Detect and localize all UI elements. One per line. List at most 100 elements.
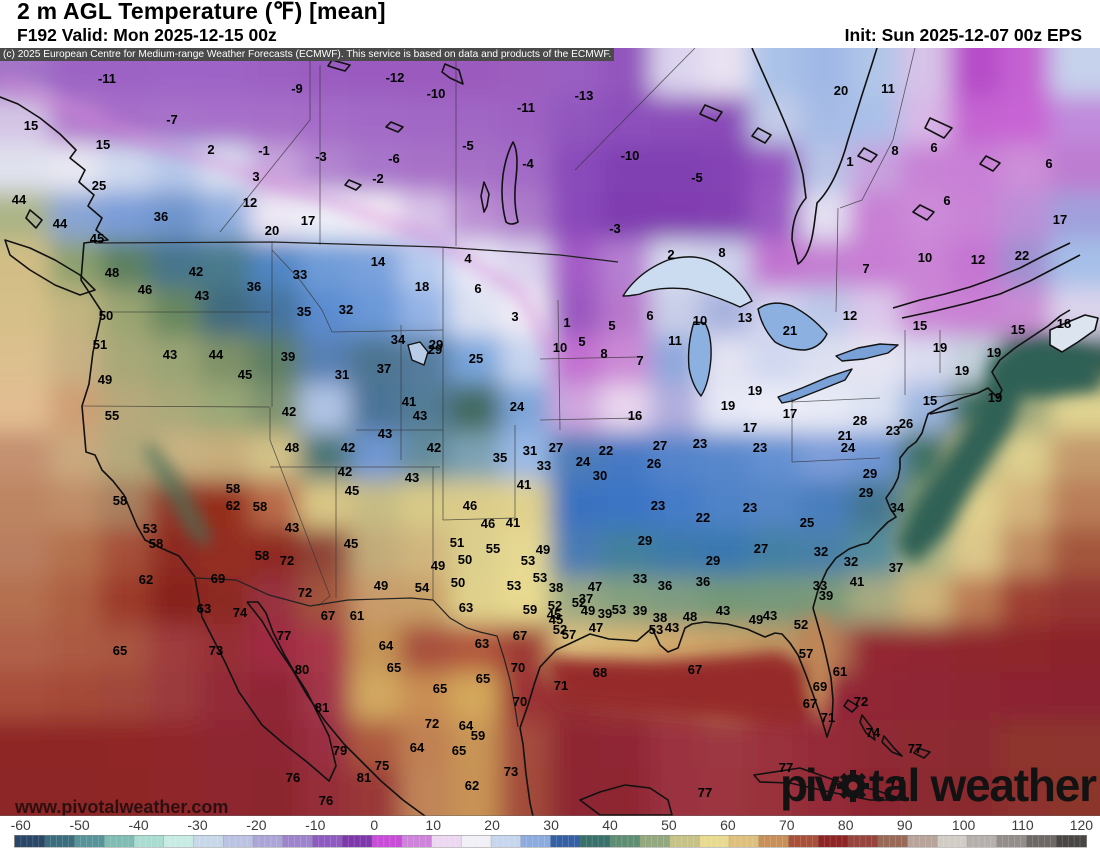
svg-text:6: 6 xyxy=(930,140,937,155)
svg-text:26: 26 xyxy=(899,416,913,431)
svg-text:6: 6 xyxy=(474,281,481,296)
svg-text:72: 72 xyxy=(425,716,439,731)
svg-text:12: 12 xyxy=(971,252,985,267)
svg-text:32: 32 xyxy=(814,544,828,559)
svg-text:1: 1 xyxy=(563,315,570,330)
svg-text:47: 47 xyxy=(589,620,603,635)
svg-text:61: 61 xyxy=(833,664,847,679)
svg-text:20: 20 xyxy=(834,83,848,98)
svg-text:58: 58 xyxy=(226,481,240,496)
svg-text:1: 1 xyxy=(846,154,853,169)
svg-text:24: 24 xyxy=(841,440,856,455)
svg-text:58: 58 xyxy=(113,493,127,508)
svg-text:-4: -4 xyxy=(522,156,534,171)
svg-text:36: 36 xyxy=(696,574,710,589)
svg-text:36: 36 xyxy=(247,279,261,294)
svg-text:46: 46 xyxy=(463,498,477,513)
svg-text:71: 71 xyxy=(821,710,835,725)
svg-text:15: 15 xyxy=(96,137,110,152)
svg-text:27: 27 xyxy=(549,440,563,455)
svg-text:69: 69 xyxy=(211,571,225,586)
svg-text:43: 43 xyxy=(195,288,209,303)
svg-text:19: 19 xyxy=(988,390,1002,405)
svg-text:58: 58 xyxy=(255,548,269,563)
svg-text:54: 54 xyxy=(415,580,430,595)
svg-text:35: 35 xyxy=(297,304,311,319)
svg-text:-9: -9 xyxy=(291,81,303,96)
svg-text:58: 58 xyxy=(149,536,163,551)
svg-text:51: 51 xyxy=(450,535,464,550)
svg-text:73: 73 xyxy=(504,764,518,779)
svg-text:71: 71 xyxy=(554,678,568,693)
svg-text:11: 11 xyxy=(668,333,682,348)
svg-text:52: 52 xyxy=(794,617,808,632)
svg-text:28: 28 xyxy=(853,413,867,428)
svg-text:39: 39 xyxy=(819,588,833,603)
svg-text:-10: -10 xyxy=(427,86,446,101)
svg-text:42: 42 xyxy=(282,404,296,419)
svg-text:52: 52 xyxy=(572,595,586,610)
svg-text:24: 24 xyxy=(510,399,525,414)
svg-text:53: 53 xyxy=(533,570,547,585)
svg-text:33: 33 xyxy=(537,458,551,473)
svg-text:19: 19 xyxy=(955,363,969,378)
svg-text:63: 63 xyxy=(197,601,211,616)
svg-text:41: 41 xyxy=(517,477,531,492)
svg-text:-11: -11 xyxy=(98,71,116,86)
svg-text:45: 45 xyxy=(549,612,563,627)
svg-text:2: 2 xyxy=(667,247,674,262)
svg-text:-12: -12 xyxy=(386,70,405,85)
svg-text:39: 39 xyxy=(281,349,295,364)
svg-text:38: 38 xyxy=(653,610,667,625)
svg-text:tal weather: tal weather xyxy=(869,759,1097,811)
svg-text:53: 53 xyxy=(507,578,521,593)
svg-text:79: 79 xyxy=(333,743,347,758)
svg-text:22: 22 xyxy=(1015,248,1029,263)
svg-text:39: 39 xyxy=(598,606,612,621)
svg-text:55: 55 xyxy=(486,541,500,556)
svg-text:12: 12 xyxy=(843,308,857,323)
svg-text:29: 29 xyxy=(428,342,442,357)
svg-text:57: 57 xyxy=(799,646,813,661)
svg-text:49: 49 xyxy=(581,603,595,618)
svg-text:29: 29 xyxy=(863,466,877,481)
svg-text:72: 72 xyxy=(280,553,294,568)
svg-text:23: 23 xyxy=(693,436,707,451)
svg-text:52: 52 xyxy=(548,598,562,613)
svg-text:8: 8 xyxy=(718,245,725,260)
svg-text:25: 25 xyxy=(800,515,814,530)
svg-text:57: 57 xyxy=(562,627,576,642)
svg-text:64: 64 xyxy=(459,718,474,733)
svg-text:49: 49 xyxy=(431,558,445,573)
svg-text:51: 51 xyxy=(93,337,107,352)
svg-text:64: 64 xyxy=(410,740,425,755)
svg-text:38: 38 xyxy=(549,580,563,595)
svg-text:48: 48 xyxy=(683,609,697,624)
svg-text:32: 32 xyxy=(339,302,353,317)
svg-text:49: 49 xyxy=(374,578,388,593)
svg-text:63: 63 xyxy=(459,600,473,615)
svg-text:20: 20 xyxy=(484,817,500,833)
svg-text:30: 30 xyxy=(543,817,559,833)
svg-text:7: 7 xyxy=(862,261,869,276)
svg-text:23: 23 xyxy=(753,440,767,455)
svg-text:35: 35 xyxy=(493,450,507,465)
svg-text:19: 19 xyxy=(987,345,1001,360)
svg-text:64: 64 xyxy=(379,638,394,653)
svg-text:-13: -13 xyxy=(575,88,594,103)
svg-text:23: 23 xyxy=(886,423,900,438)
svg-text:33: 33 xyxy=(813,578,827,593)
svg-text:59: 59 xyxy=(471,728,485,743)
svg-text:33: 33 xyxy=(633,571,647,586)
svg-text:43: 43 xyxy=(763,608,777,623)
svg-text:-10: -10 xyxy=(305,817,325,833)
svg-text:45: 45 xyxy=(238,367,252,382)
svg-text:2: 2 xyxy=(207,142,214,157)
svg-text:39: 39 xyxy=(633,603,647,618)
svg-text:15: 15 xyxy=(913,318,927,333)
svg-text:17: 17 xyxy=(1053,212,1067,227)
svg-text:4: 4 xyxy=(464,251,472,266)
svg-text:22: 22 xyxy=(599,443,613,458)
svg-text:74: 74 xyxy=(866,725,881,740)
svg-text:-10: -10 xyxy=(621,148,640,163)
